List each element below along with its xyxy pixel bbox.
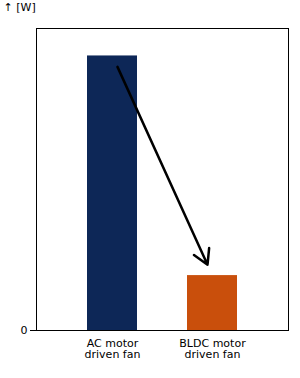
svg-text:AC motordriven fan: AC motordriven fan — [85, 337, 141, 361]
svg-text:↑ [W]: ↑ [W] — [4, 1, 36, 14]
svg-text:BLDC motordriven fan: BLDC motordriven fan — [179, 337, 246, 361]
svg-text:0: 0 — [21, 324, 28, 337]
